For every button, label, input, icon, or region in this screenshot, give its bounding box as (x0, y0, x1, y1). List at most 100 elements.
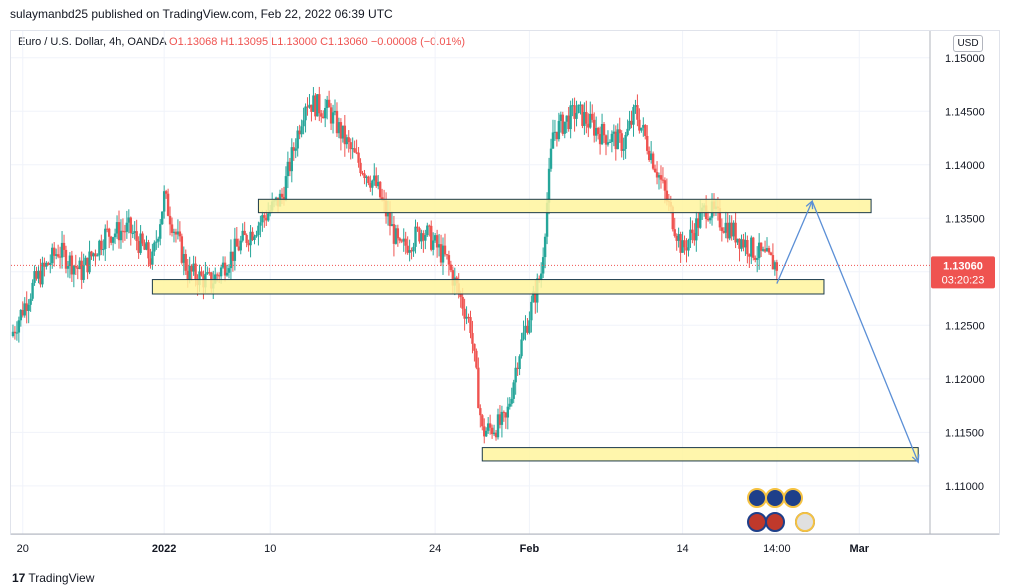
candle-body (104, 229, 106, 249)
candle-body (65, 250, 67, 269)
flags-layer (748, 489, 814, 531)
candle-body (550, 149, 552, 169)
candle-body (132, 233, 134, 234)
candle-body (328, 100, 330, 108)
price-tick-label: 1.15000 (945, 53, 985, 65)
candle-body (518, 356, 520, 369)
candle-body (776, 262, 778, 271)
candle-body (240, 241, 242, 251)
candle-body (664, 180, 666, 190)
candle-body (520, 339, 522, 356)
countdown-label: 03:20:23 (942, 274, 985, 286)
candle-body (96, 255, 98, 256)
candle-body (114, 234, 116, 238)
candle-body (746, 240, 748, 254)
candle-body (141, 233, 143, 243)
candle-body (291, 147, 293, 171)
candle-body (577, 105, 579, 113)
price-tick-label: 1.12000 (945, 374, 985, 386)
candle-body (687, 240, 689, 250)
candle-body (29, 299, 31, 305)
candle-body (544, 237, 546, 257)
candle-body (267, 213, 269, 220)
candle-body (603, 124, 605, 135)
candle-body (548, 169, 550, 203)
candle-body (514, 368, 516, 383)
candle-body (564, 122, 566, 134)
price-tick-label: 1.14500 (945, 106, 985, 118)
time-tick-label: 14 (676, 543, 688, 555)
candle-body (528, 320, 530, 333)
candle-body (621, 133, 623, 151)
event-flag-icon (748, 513, 766, 531)
event-flag-icon (784, 489, 802, 507)
time-tick-label: 20 (17, 543, 29, 555)
candle-body (112, 237, 114, 243)
candle-body (147, 242, 149, 258)
tradingview-logo[interactable]: 17TradingView (12, 571, 94, 585)
candle-body (721, 227, 723, 231)
candle-body (245, 235, 247, 243)
candle-body (259, 222, 261, 225)
candle-body (75, 266, 77, 267)
candle-body (159, 224, 161, 239)
candle-body (424, 235, 426, 241)
candle-body (522, 333, 524, 340)
candle-body (444, 246, 446, 255)
candle-body (652, 154, 654, 169)
candle-body (416, 227, 418, 228)
projection-arrow-line (777, 201, 812, 283)
candle-body (752, 238, 754, 258)
candle-body (153, 243, 155, 252)
projection-arrow-line (812, 201, 918, 462)
candle-body (171, 224, 173, 233)
candle-body (31, 283, 33, 299)
candle-body (461, 297, 463, 309)
time-tick-label: Feb (520, 543, 540, 555)
candle-body (674, 229, 676, 236)
candle-body (683, 240, 685, 247)
candle-body (320, 113, 322, 116)
candle-body (399, 238, 401, 240)
candle-body (473, 344, 475, 351)
time-axis: 2020221024Feb1414:00Mar (17, 543, 870, 555)
candle-body (357, 153, 359, 163)
candle-body (151, 251, 153, 264)
candle-body (236, 239, 238, 247)
candle-body (49, 263, 51, 265)
candle-body (359, 163, 361, 173)
candle-body (295, 148, 297, 150)
event-flag-icon (748, 489, 766, 507)
time-tick-label: 14:00 (763, 543, 791, 555)
candle-body (597, 128, 599, 134)
candle-body (185, 254, 187, 271)
candle-body (558, 121, 560, 139)
event-flag-icon (766, 489, 784, 507)
candle-body (350, 142, 352, 149)
candle-body (477, 368, 479, 408)
tradingview-label: TradingView (28, 571, 94, 585)
candle-body (353, 148, 355, 152)
candle-body (479, 408, 481, 415)
candle-body (179, 231, 181, 236)
candle-body (485, 431, 487, 437)
candle-body (509, 404, 511, 407)
candle-body (611, 134, 613, 142)
price-tick-label: 1.11500 (945, 427, 984, 439)
candle-body (300, 126, 302, 134)
price-tick-label: 1.11000 (945, 481, 984, 493)
candle-body (768, 248, 770, 252)
arrows-layer (777, 201, 919, 462)
candle-body (569, 105, 571, 129)
candle-body (348, 137, 350, 142)
candle-body (646, 136, 648, 151)
event-flag-icon (766, 513, 784, 531)
candle-body (632, 107, 634, 125)
candle-body (324, 108, 326, 118)
candle-body (432, 241, 434, 250)
candle-body (163, 191, 165, 211)
candle-body (155, 242, 157, 243)
candle-body (475, 351, 477, 368)
candle-body (626, 129, 628, 135)
